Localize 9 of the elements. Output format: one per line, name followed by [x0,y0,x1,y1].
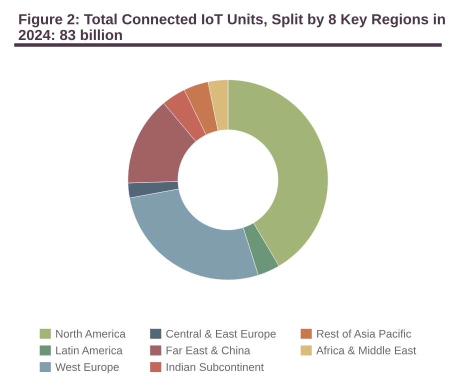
legend-label: West Europe [55,363,119,374]
legend-label: Central & East Europe [166,330,276,340]
chart-title: Figure 2: Total Connected IoT Units, Split by 8 Key Regions in 2024: 83 billion [18,14,445,40]
legend-label: North America [56,330,126,338]
legend-label: Rest of Asia Pacific [317,330,412,338]
legend-label: Africa & Middle East [316,346,416,354]
legend-label: Far East & China [166,346,250,354]
legend-label: Latin America [56,346,123,354]
legend-label: Indian Subcontinent [166,362,264,371]
